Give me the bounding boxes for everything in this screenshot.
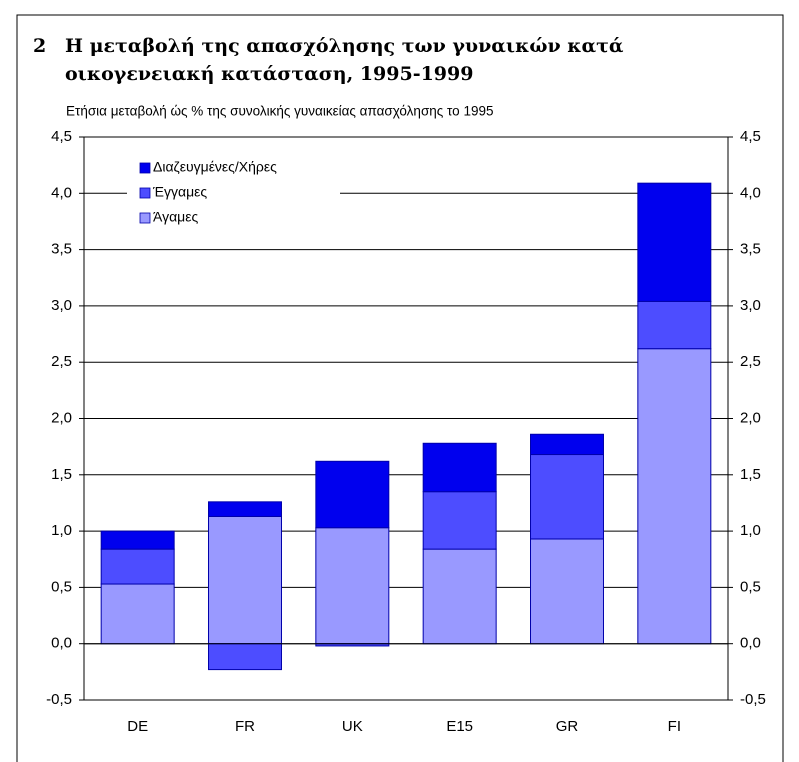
chart-title: οικογενειακή κατάσταση, 1995-1999: [65, 63, 473, 85]
y-tick-label: -0,5: [46, 691, 72, 708]
bar: [637, 300, 712, 350]
y2-tick-label: 0,0: [740, 635, 761, 652]
title-number: 2: [33, 35, 46, 57]
y2-tick-label: 3,0: [740, 297, 761, 314]
x-tick-label: GR: [556, 718, 579, 735]
y-tick-label: 3,0: [51, 297, 72, 314]
y2-tick-label: 0,5: [740, 578, 761, 595]
y2-tick-label: 1,0: [740, 522, 761, 539]
bar: [208, 501, 282, 517]
y2-tick-label: -0,5: [740, 691, 766, 708]
y2-tick-label: 4,5: [740, 128, 761, 145]
y2-tick-label: 2,0: [740, 409, 761, 426]
bar: [422, 491, 497, 550]
bar: [315, 460, 390, 529]
y2-tick-label: 1,5: [740, 466, 761, 483]
frame: [16, 14, 784, 762]
bar: [315, 527, 390, 645]
y-tick-label: 1,5: [51, 466, 72, 483]
legend-label: Άγαμες: [153, 209, 198, 225]
legend-box: [127, 152, 340, 236]
y-tick-label: 2,5: [51, 353, 72, 370]
bar: [208, 643, 282, 671]
y2-tick-label: 4,0: [740, 184, 761, 201]
x-tick-label: FI: [668, 718, 681, 735]
y-tick-label: 4,5: [51, 128, 72, 145]
x-tick-label: UK: [342, 718, 363, 735]
legend-label: Διαζευγμένες/Χήρες: [153, 159, 277, 175]
y2-tick-label: 3,5: [740, 241, 761, 258]
y2-tick-label: 2,5: [740, 353, 761, 370]
y-tick-label: 1,0: [51, 522, 72, 539]
legend-swatch: [139, 187, 151, 199]
legend-swatch: [139, 212, 151, 224]
y-tick-label: 0,5: [51, 578, 72, 595]
y-tick-label: 2,0: [51, 409, 72, 426]
bar: [637, 348, 712, 645]
x-tick-label: DE: [127, 718, 148, 735]
y-tick-label: 0,0: [51, 635, 72, 652]
bar: [208, 515, 282, 645]
bar: [530, 454, 604, 540]
bar: [637, 182, 712, 302]
y-tick-label: 4,0: [51, 184, 72, 201]
bar: [422, 548, 497, 645]
chart-subtitle: Ετήσια μεταβολή ώς % της συνολικής γυναι…: [66, 104, 493, 119]
bar: [530, 538, 604, 645]
y-tick-label: 3,5: [51, 241, 72, 258]
legend-label: Έγγαμες: [152, 184, 207, 200]
bar: [100, 548, 175, 585]
bar: [100, 583, 175, 645]
chart-title: Η μεταβολή της απασχόλησης των γυναικών …: [65, 35, 624, 57]
bar: [530, 433, 604, 456]
bar: [422, 442, 497, 493]
legend-swatch: [139, 162, 151, 174]
x-tick-label: FR: [235, 718, 255, 735]
bar: [100, 530, 175, 550]
x-tick-label: E15: [446, 718, 473, 735]
